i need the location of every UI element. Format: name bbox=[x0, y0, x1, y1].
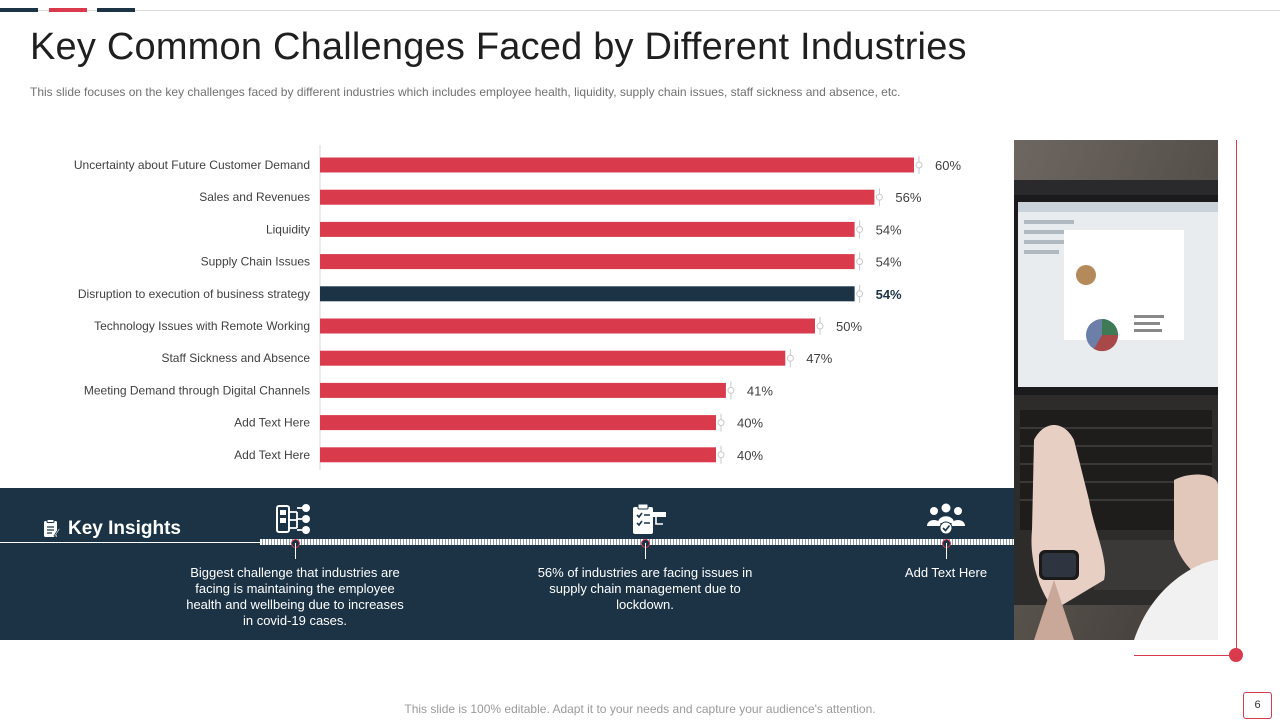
slide-subtitle: This slide focuses on the key challenges… bbox=[30, 85, 901, 99]
top-divider bbox=[0, 10, 1280, 11]
key-insights-underline bbox=[0, 542, 262, 543]
timeline-stem-1 bbox=[295, 543, 296, 559]
category-label-2: Liquidity bbox=[266, 222, 310, 236]
bar-1 bbox=[320, 189, 875, 205]
value-label-1: 56% bbox=[895, 190, 921, 205]
bar-7 bbox=[320, 382, 726, 398]
challenges-bar-chart: Uncertainty about Future Customer Demand… bbox=[74, 145, 961, 470]
value-label-9: 40% bbox=[737, 448, 763, 463]
key-insights-title: Key Insights bbox=[68, 518, 181, 539]
bar-2 bbox=[320, 221, 855, 237]
error-dot-8 bbox=[717, 419, 725, 427]
slide-title: Key Common Challenges Faced by Different… bbox=[30, 26, 967, 68]
category-label-6: Staff Sickness and Absence bbox=[161, 351, 310, 365]
laptop-photo-illustration bbox=[1014, 140, 1218, 640]
value-label-4: 54% bbox=[876, 287, 902, 302]
insight-text-1: Biggest challenge that industries are fa… bbox=[186, 565, 404, 628]
error-dot-9 bbox=[717, 451, 725, 459]
error-dot-5 bbox=[816, 322, 824, 330]
page-number: 6 bbox=[1243, 692, 1272, 719]
value-label-5: 50% bbox=[836, 319, 862, 334]
error-dot-1 bbox=[875, 193, 883, 201]
error-dot-2 bbox=[856, 225, 864, 233]
team-check-icon bbox=[926, 502, 966, 536]
category-label-5: Technology Issues with Remote Working bbox=[94, 319, 310, 333]
error-dot-7 bbox=[727, 386, 735, 394]
key-insights-heading: Key Insights bbox=[42, 518, 181, 540]
notepad-icon bbox=[42, 519, 60, 539]
laptop-photo bbox=[1014, 140, 1218, 640]
decorative-red-horizontal-line bbox=[1134, 655, 1236, 656]
top-accent-bar-3 bbox=[97, 8, 135, 12]
insight-text-3: Add Text Here bbox=[904, 565, 988, 580]
value-label-3: 54% bbox=[876, 255, 902, 270]
category-label-8: Add Text Here bbox=[234, 416, 310, 430]
key-insights-panel: Key Insights Biggest challenge that indu… bbox=[0, 488, 1014, 640]
supply-checklist-icon bbox=[630, 502, 670, 536]
bar-8 bbox=[320, 415, 716, 431]
value-label-7: 41% bbox=[747, 383, 773, 398]
decorative-red-dot bbox=[1229, 648, 1243, 662]
value-label-6: 47% bbox=[806, 351, 832, 366]
category-label-3: Supply Chain Issues bbox=[201, 255, 310, 269]
error-dot-4 bbox=[856, 290, 864, 298]
category-label-7: Meeting Demand through Digital Channels bbox=[84, 383, 310, 397]
top-accent-bar-2 bbox=[49, 8, 87, 12]
footer-note: This slide is 100% editable. Adapt it to… bbox=[404, 702, 876, 716]
value-label-0: 60% bbox=[935, 158, 961, 173]
insight-text-2: 56% of industries are facing issues in s… bbox=[537, 565, 753, 612]
timeline-stem-3 bbox=[946, 543, 947, 559]
top-accent-bar-1 bbox=[0, 8, 38, 12]
error-dot-0 bbox=[915, 161, 923, 169]
category-label-1: Sales and Revenues bbox=[199, 190, 310, 204]
insights-timeline bbox=[260, 539, 1014, 545]
timeline-stem-2 bbox=[645, 543, 646, 559]
decorative-red-vertical-line bbox=[1236, 140, 1237, 655]
value-label-8: 40% bbox=[737, 416, 763, 431]
process-flow-icon bbox=[275, 502, 315, 536]
value-label-2: 54% bbox=[876, 222, 902, 237]
bar-6 bbox=[320, 350, 786, 366]
category-label-4: Disruption to execution of business stra… bbox=[78, 287, 310, 301]
bar-0 bbox=[320, 157, 914, 173]
bar-4 bbox=[320, 286, 855, 302]
chart-marks: Uncertainty about Future Customer Demand… bbox=[74, 156, 961, 464]
category-label-0: Uncertainty about Future Customer Demand bbox=[74, 158, 310, 172]
bar-9 bbox=[320, 447, 716, 463]
category-label-9: Add Text Here bbox=[234, 448, 310, 462]
error-dot-6 bbox=[786, 354, 794, 362]
bar-5 bbox=[320, 318, 815, 334]
bar-3 bbox=[320, 254, 855, 270]
error-dot-3 bbox=[856, 258, 864, 266]
